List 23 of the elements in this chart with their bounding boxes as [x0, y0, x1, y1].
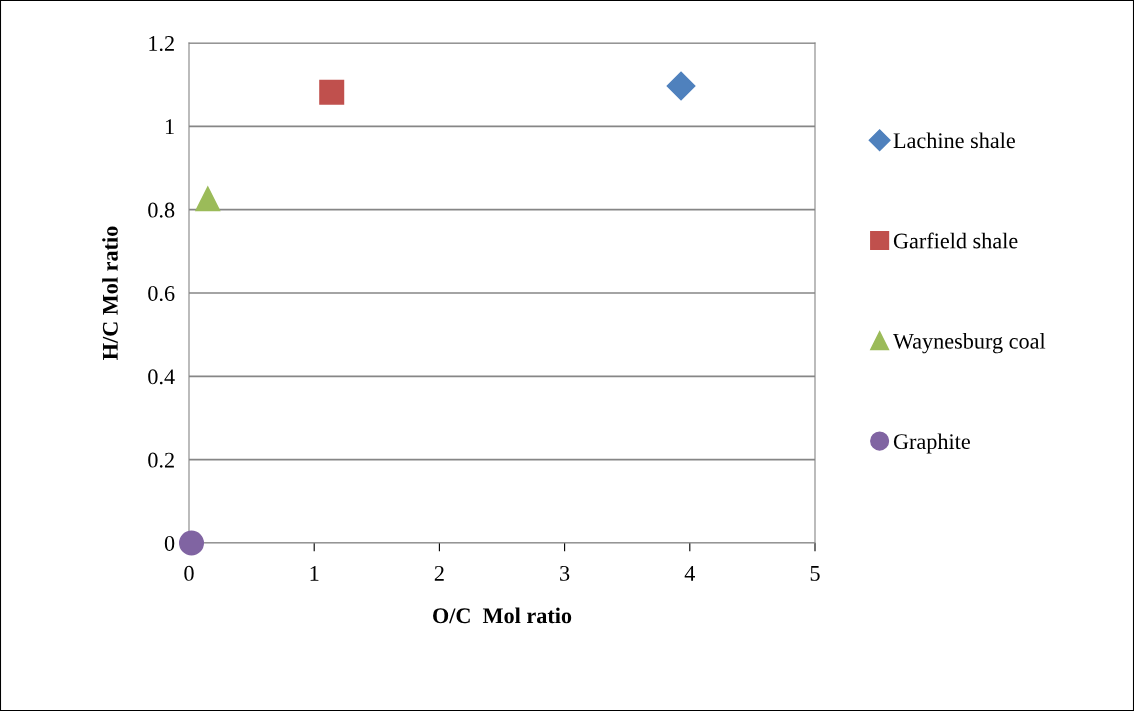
- x-tick-label: 1: [310, 565, 319, 581]
- x-tick-label: 4: [684, 566, 696, 581]
- y-tick-label: 0: [164, 535, 175, 551]
- y-axis-title: H/C Mol ratio: [102, 226, 118, 360]
- x-axis-title: O/C Mol ratio: [433, 607, 572, 624]
- y-tick-label: 0.4: [148, 369, 175, 385]
- point: [319, 79, 345, 105]
- y-tick-label: 0.6: [148, 285, 175, 302]
- y-tick-label: 1.2: [149, 35, 174, 52]
- y-tick-label: 1: [165, 119, 174, 135]
- y-tick-label: 0.2: [148, 452, 174, 468]
- legend-label: Garfield shale: [893, 232, 1018, 249]
- x-tick-label: 2: [434, 565, 444, 581]
- point: [179, 530, 205, 556]
- x-tick-label: 0: [184, 565, 194, 581]
- y-tick-label: 0.8: [148, 202, 175, 218]
- point: [666, 71, 696, 101]
- legend-label: Lachine shale: [893, 132, 1015, 149]
- legend-label: Graphite: [893, 433, 970, 454]
- x-tick-label: 3: [560, 565, 570, 581]
- x-tick-label: 5: [810, 566, 820, 581]
- legend-label: Waynesburg coal: [892, 333, 1046, 354]
- point: [195, 186, 221, 212]
